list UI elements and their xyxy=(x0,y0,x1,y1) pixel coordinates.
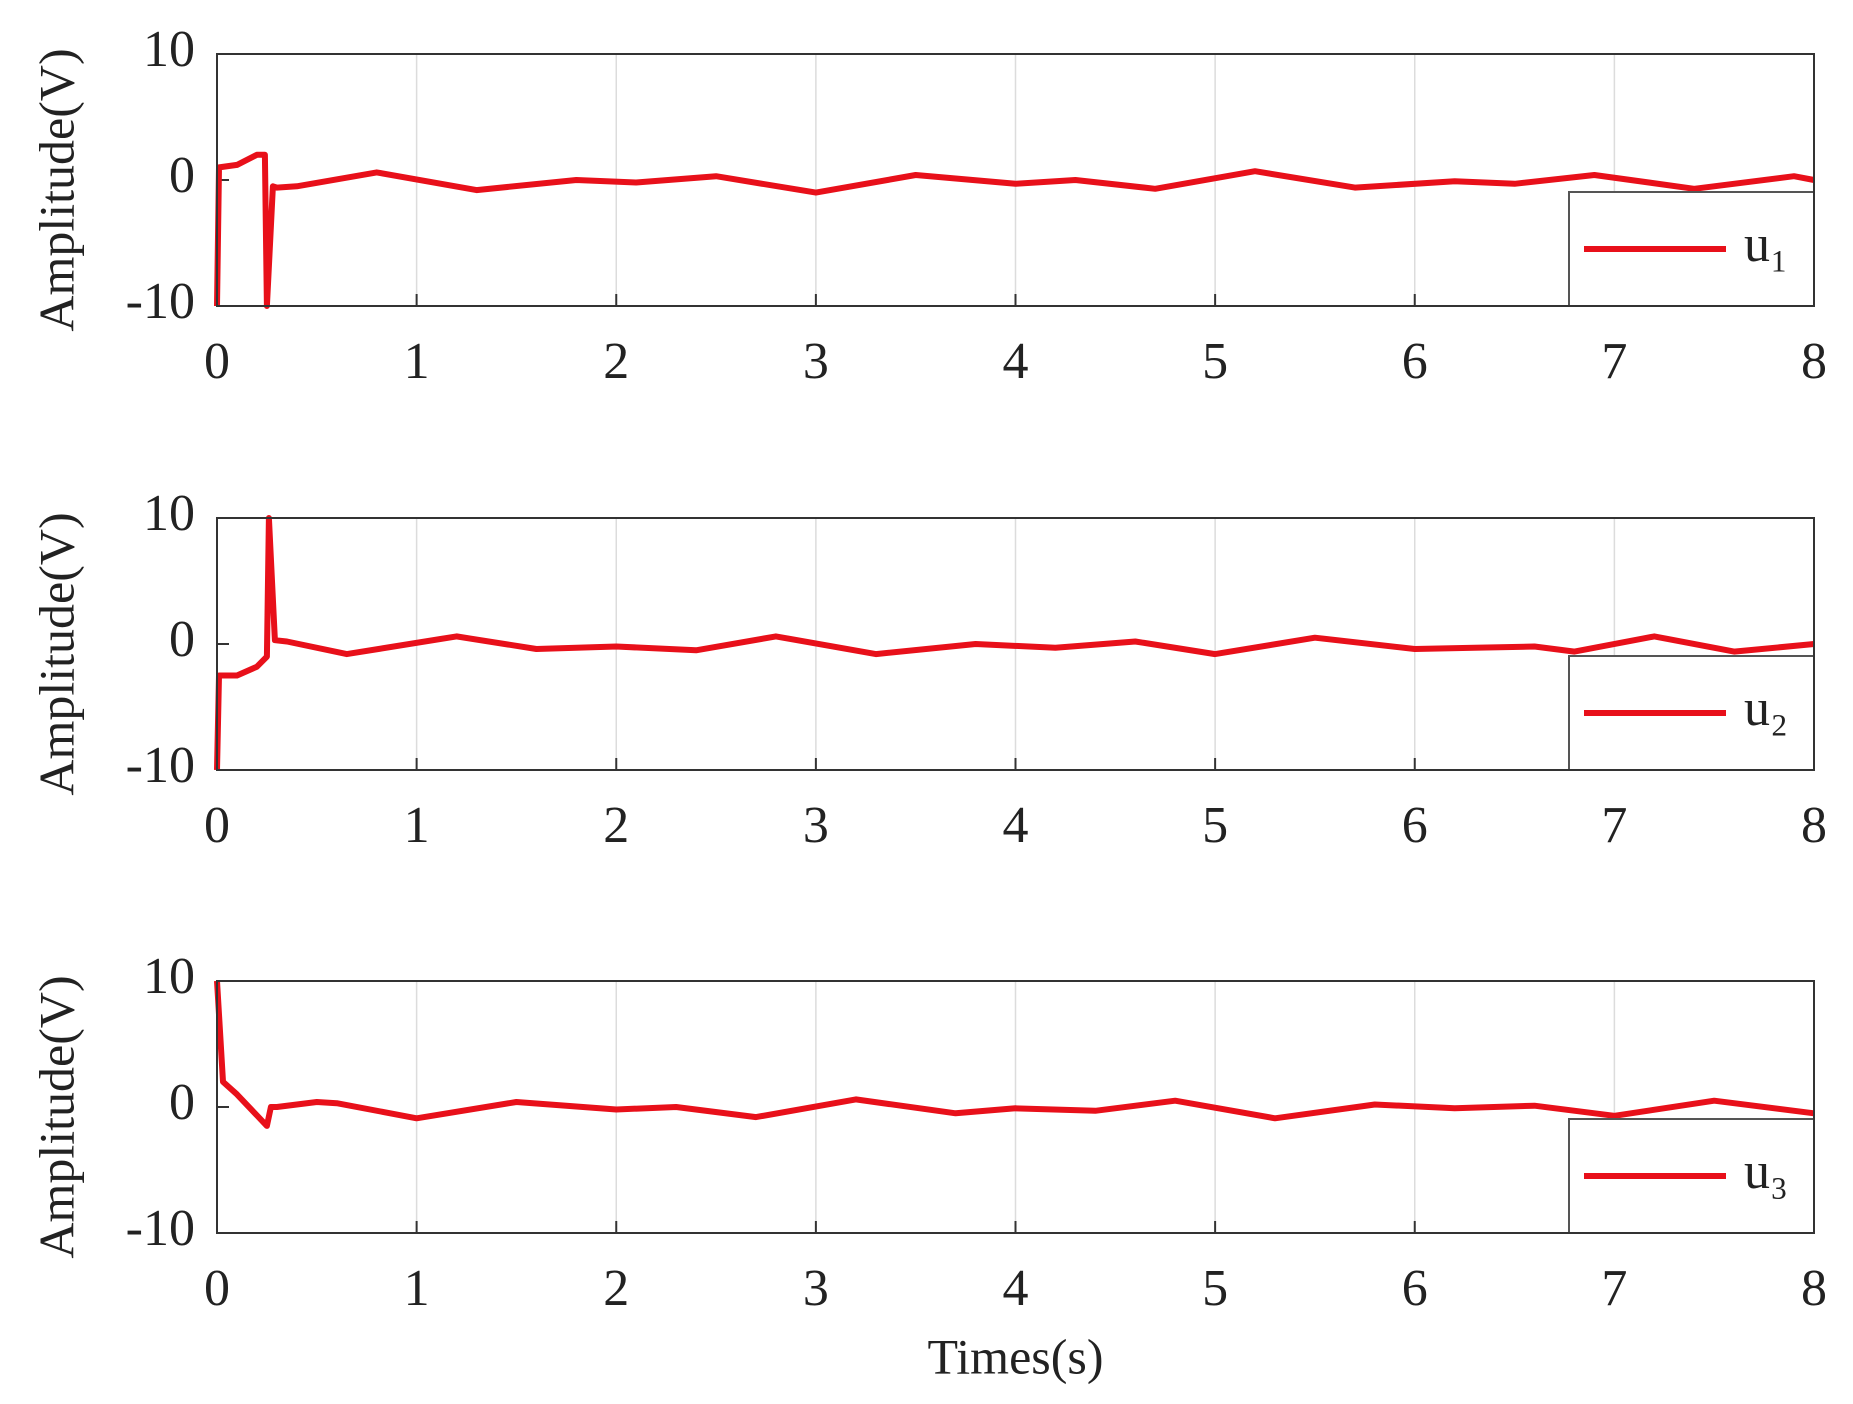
x-tick-label: 5 xyxy=(1202,333,1228,390)
line-series xyxy=(214,515,1815,771)
x-tick-label: 3 xyxy=(803,797,829,854)
y-tick-label: 10 xyxy=(143,485,195,542)
y-tick-label: 0 xyxy=(169,611,195,668)
x-tick-label: 3 xyxy=(803,1260,829,1317)
y-tick-label: 10 xyxy=(143,948,195,1005)
axes-frame xyxy=(216,53,1815,307)
x-tick-label: 4 xyxy=(1003,797,1029,854)
x-tick-label: 3 xyxy=(803,333,829,390)
x-tick-label: 6 xyxy=(1402,333,1428,390)
y-tick-label: 10 xyxy=(143,21,195,78)
x-tick-label: 5 xyxy=(1202,1260,1228,1317)
line-series xyxy=(214,980,1815,1129)
x-tick-label: 4 xyxy=(1003,1260,1029,1317)
y-tick-label: -10 xyxy=(126,737,195,794)
x-tick-label: 2 xyxy=(603,333,629,390)
y-axis-label: Amplitude(V) xyxy=(28,512,84,795)
x-tick-label: 2 xyxy=(603,797,629,854)
x-tick-label: 7 xyxy=(1601,797,1627,854)
x-tick-label: 7 xyxy=(1601,333,1627,390)
x-tick-label: 8 xyxy=(1801,1260,1827,1317)
y-tick-label: 0 xyxy=(169,147,195,204)
axes-frame xyxy=(216,980,1815,1234)
x-axis-label: Times(s) xyxy=(928,1328,1104,1384)
y-axis-label: Amplitude(V) xyxy=(28,975,84,1258)
legend-label: u₃ xyxy=(1744,1143,1788,1200)
x-tick-label: 1 xyxy=(404,797,430,854)
x-tick-label: 0 xyxy=(204,797,230,854)
x-tick-label: 2 xyxy=(603,1260,629,1317)
x-tick-label: 8 xyxy=(1801,797,1827,854)
axes-frame xyxy=(216,517,1815,771)
legend-label: u₂ xyxy=(1744,680,1788,737)
line-series xyxy=(214,151,1815,309)
x-tick-label: 4 xyxy=(1003,333,1029,390)
y-tick-label: -10 xyxy=(126,1200,195,1257)
x-tick-label: 6 xyxy=(1402,797,1428,854)
x-tick-label: 0 xyxy=(204,1260,230,1317)
legend-label: u₁ xyxy=(1744,216,1788,273)
y-axis-label: Amplitude(V) xyxy=(28,48,84,331)
y-tick-label: 0 xyxy=(169,1074,195,1131)
x-tick-label: 8 xyxy=(1801,333,1827,390)
x-tick-label: 1 xyxy=(404,1260,430,1317)
x-tick-label: 5 xyxy=(1202,797,1228,854)
x-tick-label: 0 xyxy=(204,333,230,390)
x-tick-label: 6 xyxy=(1402,1260,1428,1317)
y-tick-label: -10 xyxy=(126,273,195,330)
x-tick-label: 1 xyxy=(404,333,430,390)
x-tick-label: 7 xyxy=(1601,1260,1627,1317)
